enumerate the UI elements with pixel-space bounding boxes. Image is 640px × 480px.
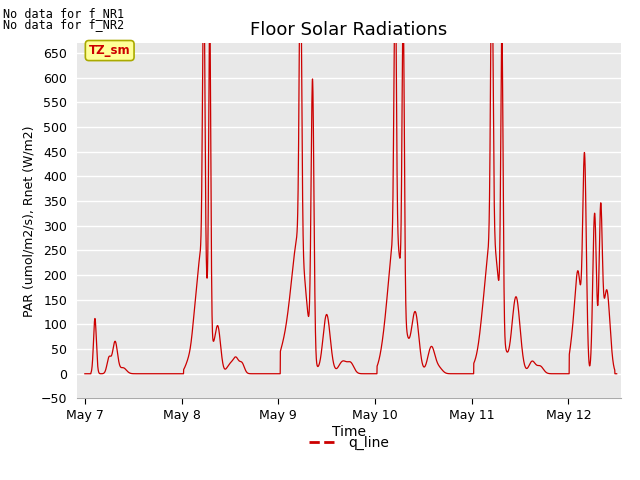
X-axis label: Time: Time <box>332 425 366 439</box>
Text: TZ_sm: TZ_sm <box>89 44 131 57</box>
Y-axis label: PAR (umol/m2/s), Rnet (W/m2): PAR (umol/m2/s), Rnet (W/m2) <box>22 125 35 316</box>
Title: Floor Solar Radiations: Floor Solar Radiations <box>250 21 447 39</box>
Legend: q_line: q_line <box>303 430 394 456</box>
Text: No data for f_NR2: No data for f_NR2 <box>3 18 124 31</box>
Text: No data for f_NR1: No data for f_NR1 <box>3 7 124 20</box>
